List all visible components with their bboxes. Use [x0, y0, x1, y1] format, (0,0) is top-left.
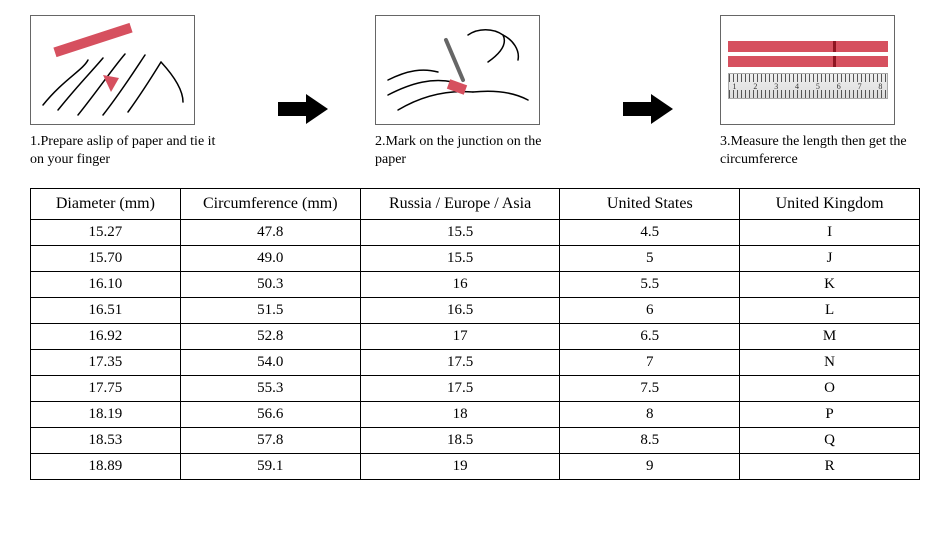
ruler-icon: 12345678 — [728, 73, 888, 99]
paper-strip-icon — [728, 56, 888, 67]
col-diameter: Diameter (mm) — [31, 189, 181, 220]
table-cell: 56.6 — [180, 402, 360, 428]
table-cell: 16.10 — [31, 272, 181, 298]
col-circumference: Circumference (mm) — [180, 189, 360, 220]
table-cell: R — [740, 454, 920, 480]
table-row: 17.3554.017.57N — [31, 350, 920, 376]
table-cell: 18 — [360, 402, 560, 428]
table-cell: 7 — [560, 350, 740, 376]
table-cell: Q — [740, 428, 920, 454]
table-cell: 8.5 — [560, 428, 740, 454]
step-1-caption: 1.Prepare aslip of paper and tie it on y… — [30, 133, 230, 168]
step-2-illustration — [375, 15, 540, 125]
table-cell: 6.5 — [560, 324, 740, 350]
table-cell: 50.3 — [180, 272, 360, 298]
table-cell: 47.8 — [180, 220, 360, 246]
table-row: 16.1050.3165.5K — [31, 272, 920, 298]
table-cell: M — [740, 324, 920, 350]
table-row: 16.5151.516.56L — [31, 298, 920, 324]
table-cell: P — [740, 402, 920, 428]
step-3-illustration: 12345678 — [720, 15, 895, 125]
table-cell: 7.5 — [560, 376, 740, 402]
table-cell: 57.8 — [180, 428, 360, 454]
table-cell: 18.5 — [360, 428, 560, 454]
table-cell: 51.5 — [180, 298, 360, 324]
table-cell: 17.5 — [360, 350, 560, 376]
hand-with-paper-icon — [33, 20, 193, 120]
table-cell: K — [740, 272, 920, 298]
arrow-right-icon — [623, 94, 673, 124]
step-2: 2.Mark on the junction on the paper — [375, 15, 575, 168]
arrow-right-icon — [278, 94, 328, 124]
arrow-1 — [278, 94, 328, 124]
table-row: 15.7049.015.55J — [31, 246, 920, 272]
table-cell: 6 — [560, 298, 740, 324]
table-cell: 16.51 — [31, 298, 181, 324]
table-cell: 15.70 — [31, 246, 181, 272]
arrow-2 — [623, 94, 673, 124]
ring-size-table: Diameter (mm) Circumference (mm) Russia … — [30, 188, 920, 480]
table-cell: 59.1 — [180, 454, 360, 480]
table-cell: O — [740, 376, 920, 402]
table-cell: 19 — [360, 454, 560, 480]
table-cell: 9 — [560, 454, 740, 480]
table-row: 15.2747.815.54.5I — [31, 220, 920, 246]
table-header-row: Diameter (mm) Circumference (mm) Russia … — [31, 189, 920, 220]
table-cell: 18.89 — [31, 454, 181, 480]
col-united-kingdom: United Kingdom — [740, 189, 920, 220]
table-cell: 17 — [360, 324, 560, 350]
table-cell: J — [740, 246, 920, 272]
step-3: 12345678 3.Measure the length then get t… — [720, 15, 920, 168]
table-cell: 15.27 — [31, 220, 181, 246]
table-row: 18.5357.818.58.5Q — [31, 428, 920, 454]
table-row: 18.1956.6188P — [31, 402, 920, 428]
step-2-caption: 2.Mark on the junction on the paper — [375, 133, 575, 168]
table-row: 17.7555.317.57.5O — [31, 376, 920, 402]
step-1: 1.Prepare aslip of paper and tie it on y… — [30, 15, 230, 168]
steps-row: 1.Prepare aslip of paper and tie it on y… — [30, 15, 920, 168]
step-3-caption: 3.Measure the length then get the circum… — [720, 133, 920, 168]
table-cell: 18.53 — [31, 428, 181, 454]
table-cell: 16 — [360, 272, 560, 298]
table-cell: 49.0 — [180, 246, 360, 272]
paper-strips: 12345678 — [728, 41, 888, 99]
table-cell: 52.8 — [180, 324, 360, 350]
table-cell: N — [740, 350, 920, 376]
step-1-illustration — [30, 15, 195, 125]
table-cell: 54.0 — [180, 350, 360, 376]
table-cell: 8 — [560, 402, 740, 428]
table-row: 16.9252.8176.5M — [31, 324, 920, 350]
table-cell: 15.5 — [360, 220, 560, 246]
table-cell: 16.5 — [360, 298, 560, 324]
table-cell: I — [740, 220, 920, 246]
table-cell: 5 — [560, 246, 740, 272]
table-cell: L — [740, 298, 920, 324]
table-row: 18.8959.1199R — [31, 454, 920, 480]
table-cell: 4.5 — [560, 220, 740, 246]
table-cell: 17.5 — [360, 376, 560, 402]
table-cell: 15.5 — [360, 246, 560, 272]
col-russia-europe: Russia / Europe / Asia — [360, 189, 560, 220]
table-cell: 5.5 — [560, 272, 740, 298]
table-cell: 18.19 — [31, 402, 181, 428]
col-united-states: United States — [560, 189, 740, 220]
table-cell: 55.3 — [180, 376, 360, 402]
table-cell: 16.92 — [31, 324, 181, 350]
table-cell: 17.35 — [31, 350, 181, 376]
paper-strip-icon — [728, 41, 888, 52]
marking-finger-icon — [378, 20, 538, 120]
table-cell: 17.75 — [31, 376, 181, 402]
